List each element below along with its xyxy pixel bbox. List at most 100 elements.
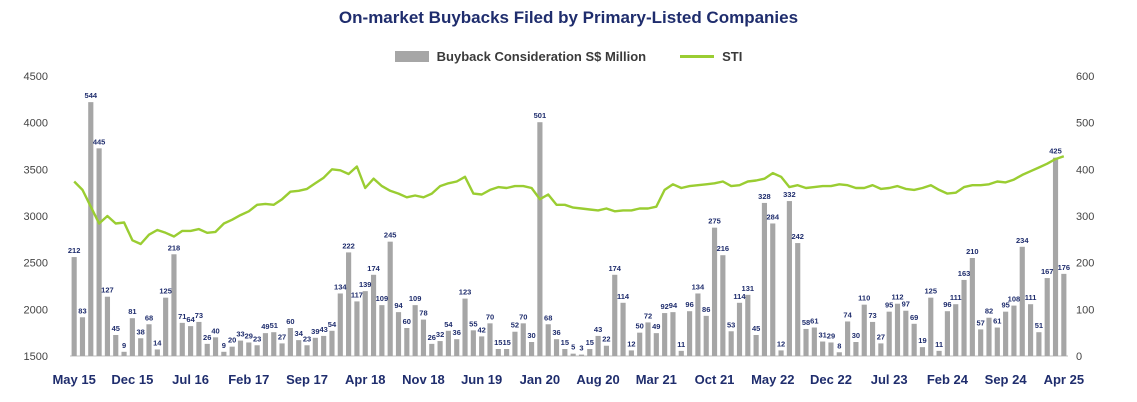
y-left-tick-label: 3500 — [24, 164, 48, 176]
bar-data-label: 125 — [925, 287, 938, 296]
bar — [562, 349, 568, 356]
bar-data-label: 125 — [159, 287, 172, 296]
bar-data-label: 64 — [186, 315, 195, 324]
bar — [188, 326, 194, 356]
bar — [387, 241, 393, 356]
y-left-tick-label: 2000 — [24, 304, 48, 316]
bar-data-label: 15 — [502, 338, 510, 347]
bar — [412, 305, 418, 356]
bar — [612, 274, 618, 356]
legend-bar-swatch — [394, 50, 429, 62]
bar — [88, 102, 94, 356]
bar — [462, 298, 468, 356]
legend: Buyback Consideration S$ Million STI — [0, 46, 1137, 66]
bar — [836, 352, 842, 356]
x-tick-label: Jul 23 — [871, 372, 908, 387]
bar-data-label: 51 — [270, 321, 278, 330]
bar-data-label: 218 — [168, 243, 181, 252]
bar — [470, 330, 476, 356]
bar — [944, 311, 950, 356]
bar — [271, 332, 277, 356]
bar — [1011, 305, 1017, 356]
bar — [919, 347, 926, 356]
bar-data-label: 11 — [677, 340, 685, 349]
bar-data-label: 29 — [245, 331, 253, 340]
bar — [395, 312, 402, 356]
bar-data-label: 167 — [1041, 267, 1054, 276]
bar — [429, 343, 435, 356]
bar-data-label: 15 — [586, 338, 594, 347]
bar — [512, 331, 518, 356]
bar-data-label: 61 — [810, 317, 818, 326]
bar — [420, 319, 427, 356]
bar — [104, 296, 111, 356]
bar-data-label: 212 — [68, 246, 81, 255]
bar-data-label: 57 — [977, 318, 985, 327]
bar — [703, 315, 709, 356]
bar — [287, 328, 293, 356]
bar-data-label: 445 — [93, 137, 106, 146]
bar — [620, 302, 626, 356]
bar-data-label: 50 — [636, 322, 644, 331]
bar — [304, 345, 310, 356]
bar-data-label: 131 — [742, 284, 755, 293]
bar-data-label: 45 — [752, 324, 760, 333]
bar-data-label: 42 — [478, 325, 486, 334]
bar — [869, 321, 876, 356]
y-right-tick-label: 500 — [1076, 118, 1094, 130]
bar — [603, 345, 610, 356]
bar-data-label: 97 — [902, 300, 910, 309]
bar-data-label: 111 — [950, 293, 962, 302]
bar-data-label: 30 — [527, 331, 535, 340]
bar — [96, 148, 102, 356]
bar-data-label: 26 — [428, 333, 436, 342]
bar — [845, 321, 851, 356]
bar — [1019, 246, 1025, 356]
bar — [678, 350, 684, 356]
bar — [736, 302, 743, 356]
bar-data-label: 52 — [511, 321, 519, 330]
bar-data-label: 245 — [384, 231, 397, 240]
bar — [653, 333, 659, 356]
bar — [687, 311, 693, 356]
x-tick-label: Jul 16 — [172, 372, 209, 387]
bar-data-label: 11 — [935, 340, 943, 349]
bar-data-label: 36 — [453, 328, 461, 337]
bar — [637, 332, 643, 356]
bar — [545, 324, 551, 356]
bar-data-label: 49 — [261, 322, 269, 331]
bar-data-label: 123 — [459, 288, 472, 297]
bar — [113, 335, 119, 356]
bar — [595, 335, 601, 356]
legend-line-swatch — [680, 54, 715, 58]
bar-data-label: 43 — [594, 325, 602, 334]
bar-data-label: 36 — [552, 328, 560, 337]
bar-data-label: 109 — [409, 294, 422, 303]
bar — [370, 274, 377, 356]
y-right-tick-label: 600 — [1076, 71, 1094, 83]
bar-data-label: 242 — [791, 232, 804, 241]
bar — [1003, 311, 1009, 356]
bar-data-label: 94 — [394, 301, 403, 310]
bar-data-label: 34 — [295, 329, 304, 338]
bar-data-label: 69 — [910, 313, 918, 322]
bar-data-label: 5 — [571, 343, 575, 352]
bar-data-label: 94 — [669, 301, 678, 310]
bar — [803, 328, 809, 356]
bar — [645, 322, 651, 356]
bar-data-label: 425 — [1049, 147, 1062, 156]
bar-data-label: 83 — [78, 306, 86, 315]
bar — [146, 324, 152, 356]
bar — [578, 354, 585, 356]
x-tick-label: Sep 17 — [286, 372, 328, 387]
bar-data-label: 61 — [993, 317, 1001, 326]
bar — [504, 349, 510, 356]
bar-data-label: 39 — [311, 327, 319, 336]
bar — [978, 329, 984, 356]
bar — [79, 317, 86, 356]
bar — [911, 323, 917, 356]
x-tick-label: Apr 25 — [1044, 372, 1084, 387]
bar-data-label: 96 — [685, 300, 693, 309]
bar — [296, 340, 302, 356]
bar — [903, 310, 909, 356]
